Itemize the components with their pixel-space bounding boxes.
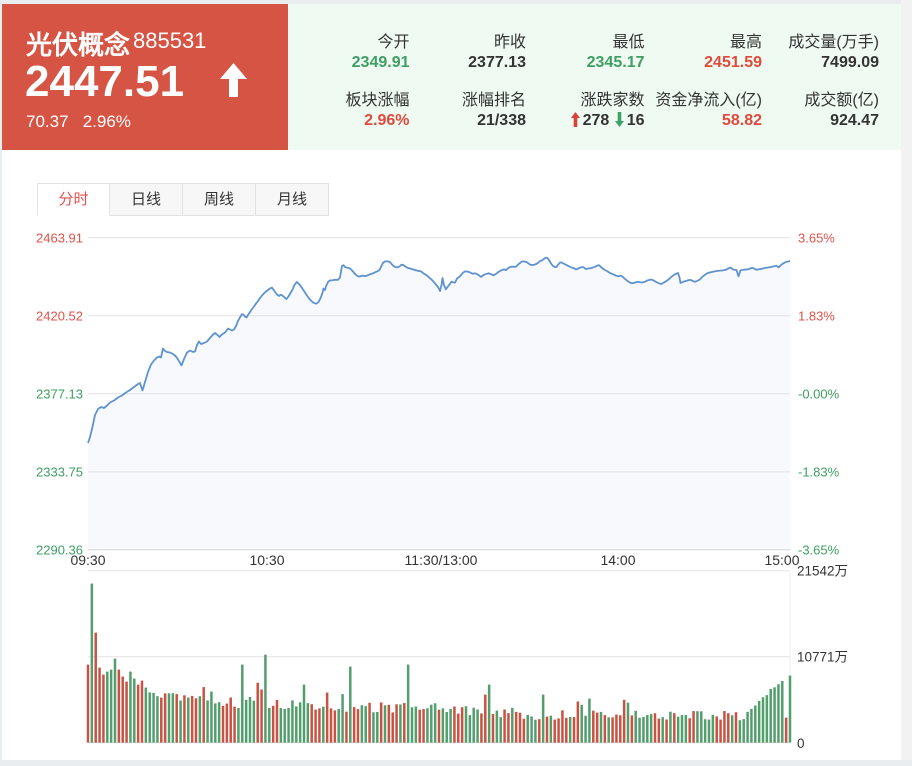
svg-text:-1.83%: -1.83% (798, 465, 840, 480)
svg-text:3.65%: 3.65% (798, 230, 835, 245)
svg-text:2377.13: 2377.13 (36, 386, 83, 401)
svg-text:2463.91: 2463.91 (36, 230, 83, 245)
svg-text:2290.36: 2290.36 (36, 543, 83, 558)
svg-text:21542万: 21542万 (797, 564, 848, 579)
svg-text:14:00: 14:00 (600, 552, 635, 568)
svg-text:2333.75: 2333.75 (36, 465, 83, 480)
svg-text:15:00: 15:00 (764, 552, 799, 568)
svg-text:10:30: 10:30 (249, 552, 284, 568)
svg-text:2420.52: 2420.52 (36, 308, 83, 323)
svg-text:-0.00%: -0.00% (798, 386, 840, 401)
svg-text:10771万: 10771万 (797, 650, 848, 665)
svg-text:0: 0 (797, 736, 805, 751)
svg-text:-3.65%: -3.65% (798, 543, 840, 558)
svg-text:11:30/13:00: 11:30/13:00 (405, 552, 478, 568)
svg-text:09:30: 09:30 (70, 552, 105, 568)
svg-text:1.83%: 1.83% (798, 308, 835, 323)
